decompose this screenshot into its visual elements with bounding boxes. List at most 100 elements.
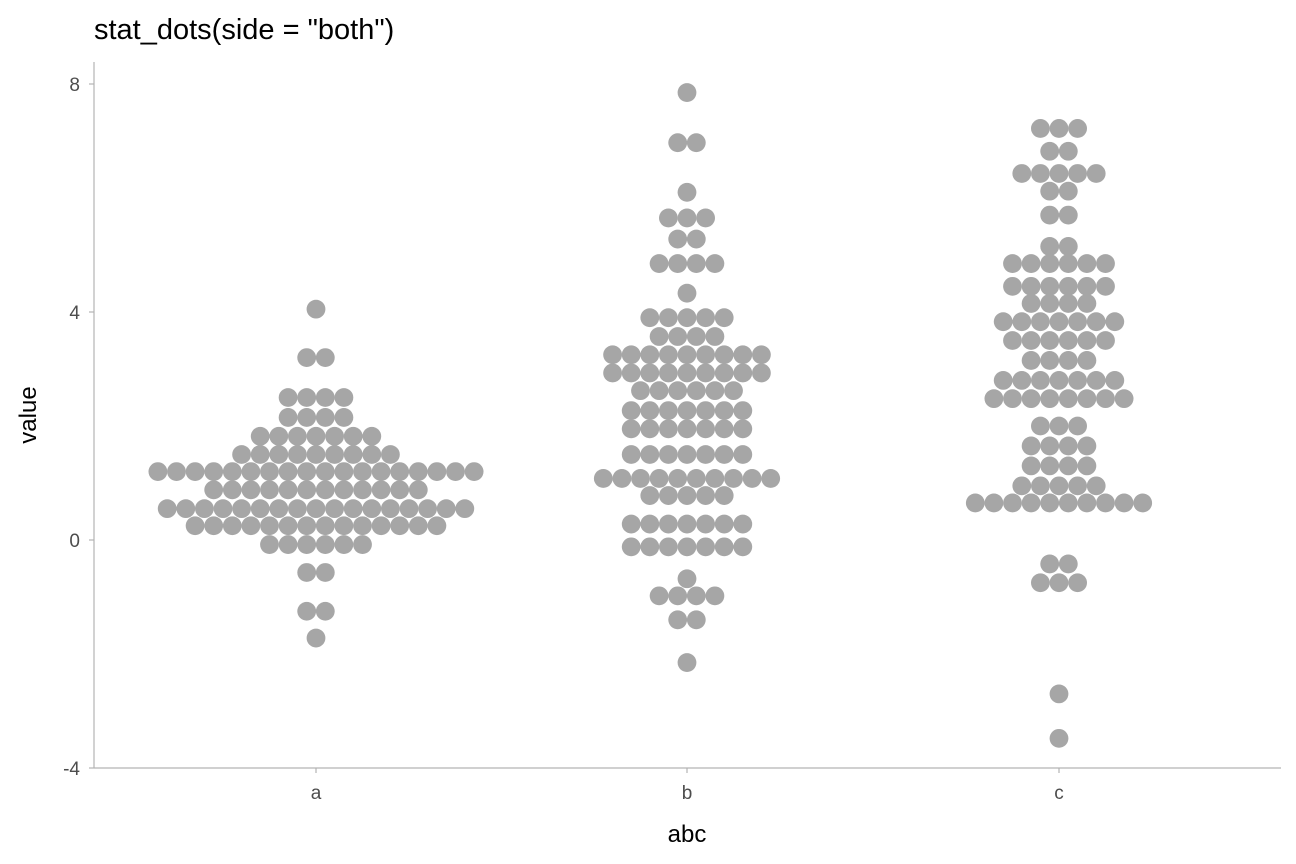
dot-a — [343, 499, 363, 519]
dot-c — [1068, 312, 1087, 332]
dot-a — [334, 462, 354, 481]
dot-c — [1068, 371, 1087, 390]
dot-a — [446, 462, 465, 481]
dot-c — [1031, 416, 1050, 436]
dot-b — [705, 254, 725, 273]
dot-b — [621, 537, 641, 557]
dot-b — [696, 363, 715, 383]
dot-a — [334, 480, 354, 500]
dot-c — [1058, 254, 1078, 273]
dot-b — [696, 486, 715, 505]
dot-c — [993, 312, 1013, 332]
dot-b — [621, 514, 641, 534]
dot-a — [213, 499, 233, 519]
y-axis-title: value — [15, 386, 42, 443]
dot-b — [733, 445, 753, 464]
dot-a — [288, 445, 307, 464]
y-tick-label: 0 — [69, 531, 80, 552]
dot-b — [714, 308, 734, 328]
dot-a — [315, 480, 335, 500]
x-tick-label-b: b — [682, 783, 693, 804]
dot-c — [965, 493, 985, 513]
dot-b — [696, 308, 715, 328]
dot-c — [1021, 351, 1041, 370]
dot-a — [250, 445, 270, 464]
dot-a — [427, 516, 447, 536]
dot-b — [714, 514, 734, 534]
dot-c — [1058, 205, 1078, 225]
dot-a — [306, 445, 326, 464]
dot-c — [1049, 164, 1069, 183]
dot-b — [696, 445, 715, 464]
dot-b — [714, 363, 734, 383]
dot-c — [1040, 205, 1060, 225]
dot-c — [984, 493, 1004, 513]
dot-b — [659, 419, 678, 439]
dot-a — [260, 516, 279, 536]
dot-b — [696, 514, 715, 534]
dot-b — [659, 345, 678, 365]
dot-a — [241, 480, 261, 500]
dot-a — [436, 499, 456, 519]
dot-a — [390, 516, 410, 536]
dot-b — [696, 208, 715, 228]
dot-c — [1031, 573, 1050, 593]
dot-b — [677, 419, 697, 439]
dot-c — [1058, 554, 1078, 574]
dot-a — [297, 601, 317, 621]
dot-b — [686, 586, 706, 606]
dot-c — [1040, 493, 1060, 513]
dot-c — [1077, 351, 1097, 370]
dot-b — [705, 586, 725, 606]
dot-b — [677, 345, 697, 365]
dot-a — [222, 480, 242, 500]
dot-a — [408, 462, 428, 481]
dot-b — [659, 401, 678, 421]
dot-c — [1021, 436, 1041, 456]
dot-b — [677, 83, 697, 102]
dot-c — [1077, 456, 1097, 476]
dot-c — [1096, 254, 1115, 273]
dot-a — [176, 499, 196, 519]
dot-c — [1031, 371, 1050, 390]
dot-c — [1003, 493, 1022, 513]
x-axis-title: abc — [668, 821, 707, 848]
y-axis-ticks: -4 0 4 8 — [63, 75, 94, 780]
dot-b — [686, 229, 706, 249]
dot-a — [297, 563, 317, 582]
dot-a — [185, 516, 205, 536]
dot-b — [640, 445, 660, 464]
dot-a — [343, 426, 363, 446]
dot-b — [733, 363, 753, 383]
dot-a — [315, 388, 335, 407]
dot-a — [278, 480, 298, 500]
dot-a — [353, 462, 372, 481]
dot-a — [241, 516, 261, 536]
dot-a — [334, 388, 354, 407]
dot-a — [278, 388, 298, 407]
dot-a — [167, 462, 186, 481]
dot-a — [204, 462, 224, 481]
dot-b — [677, 514, 697, 534]
dot-c — [1040, 456, 1060, 476]
dot-b — [640, 537, 660, 557]
dot-b — [677, 569, 697, 589]
dot-a — [399, 499, 419, 519]
dot-c — [1077, 389, 1097, 409]
dot-b — [621, 445, 641, 464]
dot-b — [686, 469, 706, 488]
dot-c — [1077, 436, 1097, 456]
dot-c — [1058, 436, 1078, 456]
dot-b — [659, 537, 678, 557]
dot-c — [1040, 351, 1060, 370]
dot-b — [659, 445, 678, 464]
dot-b — [603, 345, 622, 365]
dot-b — [640, 363, 660, 383]
dot-a — [353, 535, 372, 554]
dot-c — [1077, 493, 1097, 513]
dot-a — [408, 480, 428, 500]
dot-b — [612, 469, 632, 488]
dot-c — [1086, 476, 1106, 496]
dot-a — [260, 462, 279, 481]
